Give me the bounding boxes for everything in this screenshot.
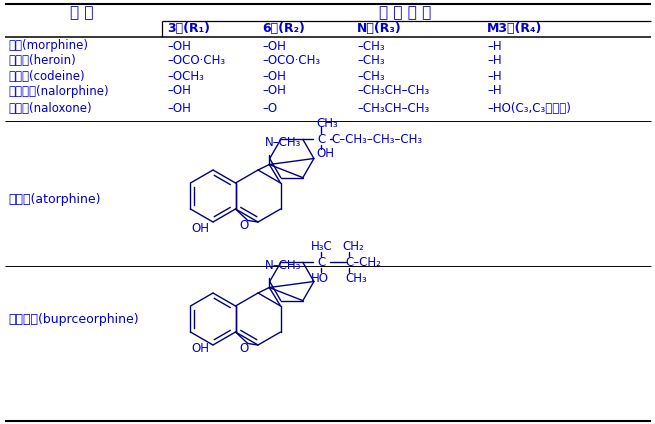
Text: CH₃: CH₃ xyxy=(317,117,339,130)
Text: –OH: –OH xyxy=(167,103,191,115)
Text: M3位(R₄): M3位(R₄) xyxy=(487,22,542,36)
Text: –CH₃CH–CH₃: –CH₃CH–CH₃ xyxy=(357,103,429,115)
Text: N–CH₃: N–CH₃ xyxy=(265,136,302,149)
Text: –OCH₃: –OCH₃ xyxy=(167,70,204,83)
Text: O: O xyxy=(239,342,248,355)
Text: –OCO·CH₃: –OCO·CH₃ xyxy=(167,55,225,67)
Text: OH: OH xyxy=(317,147,335,160)
Text: 海洛因(heroin): 海洛因(heroin) xyxy=(8,55,76,67)
Text: C: C xyxy=(318,133,326,146)
Text: C: C xyxy=(318,256,326,269)
Text: OH: OH xyxy=(191,221,209,234)
Text: 药 物: 药 物 xyxy=(70,6,94,20)
Text: 唷啊(morphine): 唷啊(morphine) xyxy=(8,39,88,53)
Text: –OH: –OH xyxy=(167,39,191,53)
Text: 烯丙唷啊(nalorphine): 烯丙唷啊(nalorphine) xyxy=(8,84,109,98)
Text: O: O xyxy=(239,219,248,232)
Text: HO: HO xyxy=(311,272,329,285)
Text: –CH₃: –CH₃ xyxy=(357,39,384,53)
Text: 据托啊(atorphine): 据托啊(atorphine) xyxy=(8,192,100,206)
Text: C–CH₂: C–CH₂ xyxy=(346,256,382,269)
Text: –OCO·CH₃: –OCO·CH₃ xyxy=(262,55,320,67)
Text: OH: OH xyxy=(191,343,209,355)
Text: CH₃: CH₃ xyxy=(346,272,367,285)
Text: –CH₃CH–CH₃: –CH₃CH–CH₃ xyxy=(357,84,429,98)
Text: H₃C: H₃C xyxy=(311,240,333,253)
Text: 可待因(codeine): 可待因(codeine) xyxy=(8,70,84,83)
Text: –OH: –OH xyxy=(262,39,286,53)
Text: –H: –H xyxy=(487,39,502,53)
Text: –CH₃: –CH₃ xyxy=(357,70,384,83)
Text: –OH: –OH xyxy=(262,84,286,98)
Text: 6位(R₂): 6位(R₂) xyxy=(262,22,305,36)
Text: –HO(C₃,C₃为单位): –HO(C₃,C₃为单位) xyxy=(487,103,571,115)
Text: 丁丙诺啊(buprceorphine): 丁丙诺啊(buprceorphine) xyxy=(8,312,139,326)
Text: –H: –H xyxy=(487,55,502,67)
Text: N–CH₃: N–CH₃ xyxy=(265,259,302,272)
Text: CH₂: CH₂ xyxy=(343,240,365,253)
Text: C–CH₃–CH₃–CH₃: C–CH₃–CH₃–CH₃ xyxy=(332,133,423,146)
Text: –CH₃: –CH₃ xyxy=(357,55,384,67)
Text: 纳洛酮(naloxone): 纳洛酮(naloxone) xyxy=(8,103,92,115)
Text: N位(R₃): N位(R₃) xyxy=(357,22,402,36)
Text: –H: –H xyxy=(487,70,502,83)
Text: 替 代 基 团: 替 代 基 团 xyxy=(379,6,431,20)
Text: –OH: –OH xyxy=(167,84,191,98)
Text: 3位(R₁): 3位(R₁) xyxy=(167,22,210,36)
Text: –OH: –OH xyxy=(262,70,286,83)
Text: –H: –H xyxy=(487,84,502,98)
Text: –O: –O xyxy=(262,103,277,115)
